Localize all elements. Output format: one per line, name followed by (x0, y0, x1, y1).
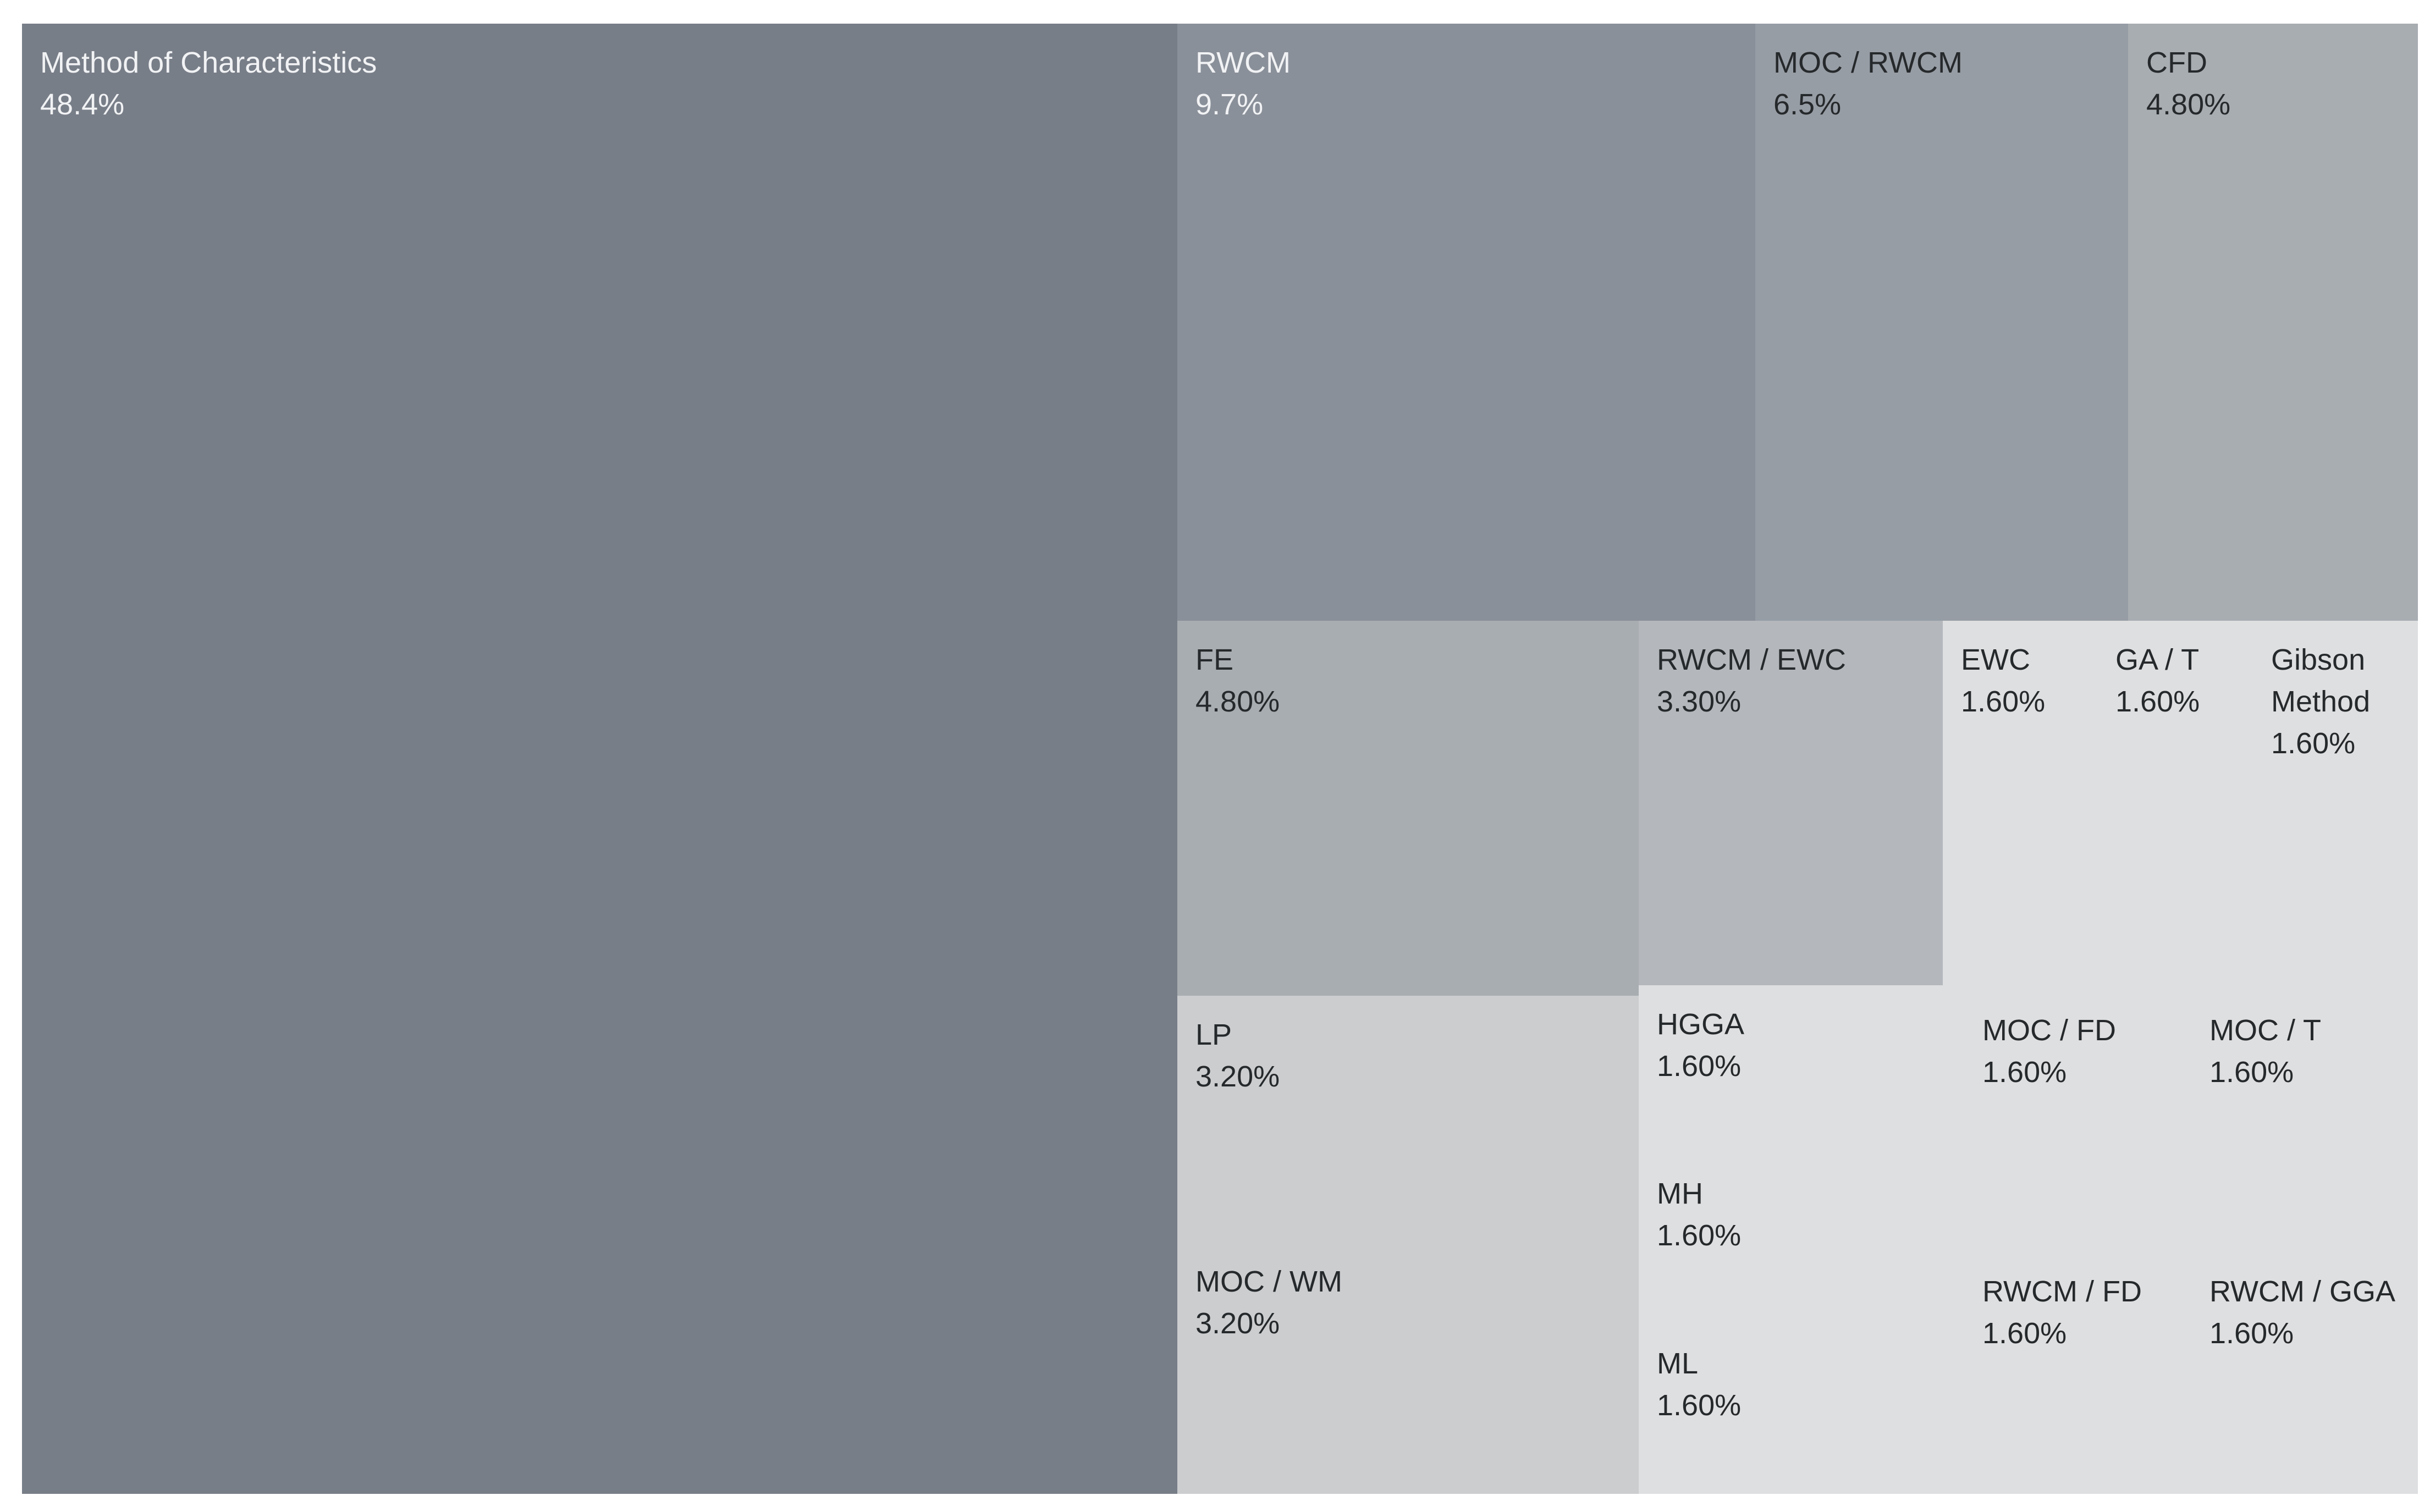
tile-label: EWC (1961, 643, 2030, 676)
tile-label: Method of Characteristics (40, 46, 377, 79)
tile-ewc[interactable]: EWC 1.60% (1943, 621, 2097, 985)
tile-fe[interactable]: FE 4.80% (1177, 621, 1639, 996)
tile-hgga[interactable]: HGGA 1.60% (1639, 985, 1947, 1155)
tile-rwcm-fd[interactable]: RWCM / FD 1.60% (1947, 1240, 2191, 1494)
treemap: Method of Characteristics 48.4% RWCM 9.7… (22, 24, 2418, 1494)
tile-moc-t[interactable]: MOC / T 1.60% (2191, 985, 2418, 1240)
tile-label: HGGA (1657, 1008, 1745, 1041)
tile-value: 4.80% (1195, 685, 1280, 718)
tile-label: LP (1195, 1018, 1232, 1051)
tile-moc-fd[interactable]: MOC / FD 1.60% (1947, 985, 2191, 1240)
tile-value: 4.80% (2146, 88, 2231, 121)
tile-label: MOC / FD (1982, 1014, 2116, 1047)
tile-moc-rwcm[interactable]: MOC / RWCM 6.5% (1755, 24, 2128, 621)
tile-value: 1.60% (2115, 685, 2200, 718)
tile-value: 1.60% (2209, 1317, 2294, 1350)
tile-rwcm-ewc[interactable]: RWCM / EWC 3.30% (1639, 621, 1943, 985)
tile-method-of-characteristics[interactable]: Method of Characteristics 48.4% (22, 24, 1177, 1494)
tile-label: RWCM / EWC (1657, 643, 1846, 676)
tile-value: 1.60% (1982, 1056, 2067, 1089)
tile-value: 3.20% (1195, 1060, 1280, 1093)
tile-ga-t[interactable]: GA / T 1.60% (2097, 621, 2253, 985)
tile-lp[interactable]: LP 3.20% (1177, 996, 1639, 1243)
tile-ml[interactable]: ML 1.60% (1639, 1325, 1947, 1494)
tile-value: 6.5% (1773, 88, 1842, 121)
tile-label: RWCM / FD (1982, 1275, 2142, 1308)
tile-moc-wm[interactable]: MOC / WM 3.20% (1177, 1243, 1639, 1494)
tile-value: 3.30% (1657, 685, 1742, 718)
tile-label: FE (1195, 643, 1234, 676)
tile-rwcm[interactable]: RWCM 9.7% (1177, 24, 1755, 621)
tile-label: MH (1657, 1177, 1703, 1210)
tile-value: 1.60% (1657, 1219, 1742, 1252)
tile-value: 1.60% (1657, 1050, 1742, 1083)
tile-value: 1.60% (2271, 727, 2356, 760)
tile-value: 1.60% (1657, 1389, 1742, 1422)
tile-value: 1.60% (1982, 1317, 2067, 1350)
tile-value: 3.20% (1195, 1307, 1280, 1340)
tile-label: Gibson Method (2271, 643, 2374, 718)
tile-value: 1.60% (1961, 685, 2046, 718)
tile-label: RWCM / GGA (2209, 1275, 2396, 1308)
tile-value: 48.4% (40, 88, 125, 121)
tile-mh[interactable]: MH 1.60% (1639, 1155, 1947, 1325)
tile-cfd[interactable]: CFD 4.80% (2128, 24, 2418, 621)
tile-label: GA / T (2115, 643, 2200, 676)
tile-value: 9.7% (1195, 88, 1264, 121)
tile-label: MOC / T (2209, 1014, 2322, 1047)
tile-label: MOC / RWCM (1773, 46, 1963, 79)
tile-value: 1.60% (2209, 1056, 2294, 1089)
tile-rwcm-gga[interactable]: RWCM / GGA 1.60% (2191, 1240, 2418, 1494)
tile-label: CFD (2146, 46, 2207, 79)
tile-label: RWCM (1195, 46, 1291, 79)
tile-label: ML (1657, 1347, 1699, 1380)
tile-gibson-method[interactable]: Gibson Method 1.60% (2253, 621, 2418, 985)
tile-label: MOC / WM (1195, 1265, 1342, 1298)
